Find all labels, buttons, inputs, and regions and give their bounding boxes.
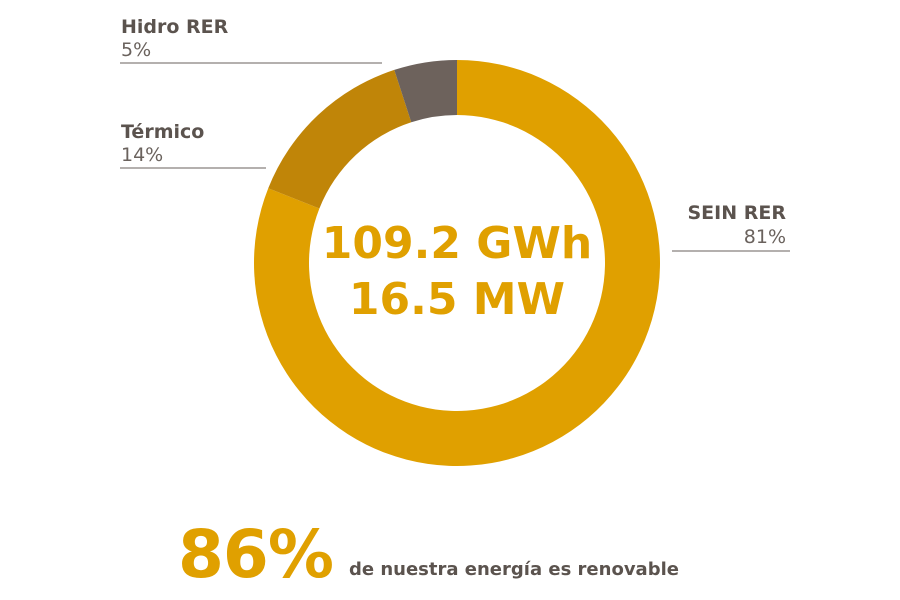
center-power-label: 16.5 MW — [349, 274, 565, 325]
legend-label-hidro-rer: Hidro RER — [121, 16, 229, 38]
center-energy-label: 109.2 GWh — [322, 218, 592, 269]
renewable-caption: de nuestra energía es renovable — [348, 559, 679, 580]
legend-label-termico: Térmico — [121, 121, 204, 143]
renewable-percentage: 86% — [178, 516, 334, 593]
legend-label-sein-rer: SEIN RER — [688, 202, 787, 224]
legend-pct-hidro-rer: 5% — [121, 39, 151, 61]
donut-slices — [253, 60, 661, 466]
donut-slice-hidro-rer — [394, 60, 457, 123]
legend-pct-termico: 14% — [121, 144, 163, 166]
footer-summary: 86% de nuestra energía es renovable — [178, 508, 679, 588]
legend-pct-sein-rer: 81% — [744, 226, 786, 248]
donut-slice-t-rmico — [268, 69, 412, 209]
